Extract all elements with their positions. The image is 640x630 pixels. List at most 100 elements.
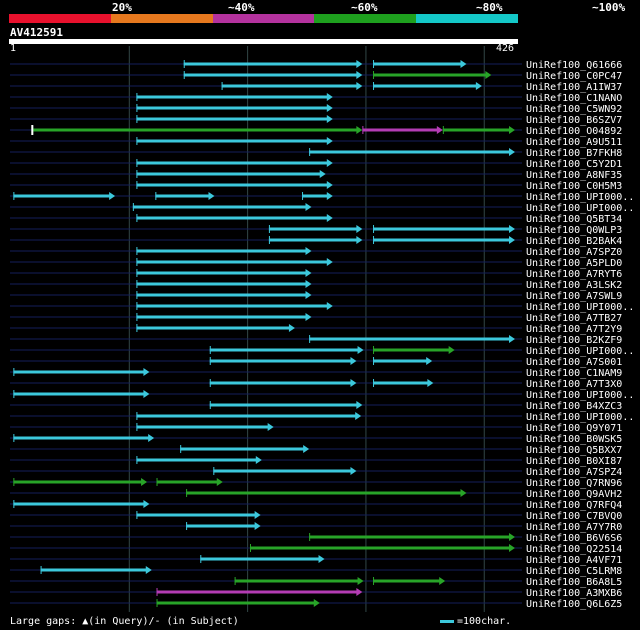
hit-id-label[interactable]: UniRef100_C0H5M3 [526,181,622,192]
hit-id-label[interactable]: UniRef100_A5PLD0 [526,258,622,269]
hit-id-label[interactable]: UniRef100_Q0WLP3 [526,225,622,236]
hit-id-label[interactable]: UniRef100_Q9Y071 [526,423,622,434]
hit-id-label[interactable]: UniRef100_A7SPZ4 [526,467,622,478]
hit-id-label[interactable]: UniRef100_UPI000.. [526,203,634,214]
hit-id-label[interactable]: UniRef100_C0PC47 [526,71,622,82]
hit-id-label[interactable]: UniRef100_Q9AVH2 [526,489,622,500]
hit-row[interactable]: UniRef100_B6SZV7 [10,115,622,126]
hit-row[interactable]: UniRef100_Q22514 [10,544,622,555]
hit-id-label[interactable]: UniRef100_B0WSK5 [526,434,622,445]
hit-row[interactable]: UniRef100_Q5BT34 [10,214,622,225]
hit-row[interactable]: UniRef100_UPI000.. [10,192,634,203]
hit-row[interactable]: UniRef100_C1NAM9 [10,368,622,379]
hit-row[interactable]: UniRef100_A4VF71 [10,555,622,566]
hit-row[interactable]: UniRef100_Q7RFQ4 [10,500,622,511]
hit-row[interactable]: UniRef100_C0H5M3 [10,181,622,192]
hit-id-label[interactable]: UniRef100_B6A8L5 [526,577,622,588]
hit-row[interactable]: UniRef100_Q61666 [10,60,622,71]
hit-row[interactable]: UniRef100_Q9AVH2 [10,489,622,500]
hit-id-label[interactable]: UniRef100_B6V6S6 [526,533,622,544]
hit-row[interactable]: UniRef100_O04892 [10,125,622,137]
hit-row[interactable]: UniRef100_B6A8L5 [10,577,622,588]
hit-row[interactable]: UniRef100_B0XI87 [10,456,622,467]
hit-id-label[interactable]: UniRef100_C5WN92 [526,104,622,115]
hit-id-label[interactable]: UniRef100_O04892 [526,126,622,137]
hit-id-label[interactable]: UniRef100_UPI000.. [526,412,634,423]
hit-row[interactable]: UniRef100_C7BVQ0 [10,511,622,522]
hit-id-label[interactable]: UniRef100_Q61666 [526,60,622,71]
hit-row[interactable]: UniRef100_Q0WLP3 [10,225,622,236]
hit-row[interactable]: UniRef100_A7Y7R0 [10,522,622,533]
hit-id-label[interactable]: UniRef100_Q5BT34 [526,214,622,225]
hit-id-label[interactable]: UniRef100_Q7RFQ4 [526,500,622,511]
hit-row[interactable]: UniRef100_UPI000.. [10,412,634,423]
hit-row[interactable]: UniRef100_A9U511 [10,137,622,148]
hit-row[interactable]: UniRef100_B2BAK4 [10,236,622,247]
hit-row[interactable]: UniRef100_A7T3X0 [10,379,622,390]
hit-id-label[interactable]: UniRef100_Q7RN96 [526,478,622,489]
hit-id-label[interactable]: UniRef100_Q22514 [526,544,622,555]
hit-row[interactable]: UniRef100_Q6L6Z5 [10,599,622,610]
hit-id-label[interactable]: UniRef100_UPI000.. [526,192,634,203]
hit-id-label[interactable]: UniRef100_A7S001 [526,357,622,368]
hit-row[interactable]: UniRef100_C0PC47 [10,71,622,82]
hit-row[interactable]: UniRef100_A1IW37 [10,82,622,93]
hit-id-label[interactable]: UniRef100_A7T2Y9 [526,324,622,335]
hit-row[interactable]: UniRef100_UPI000.. [10,203,634,214]
hit-id-label[interactable]: UniRef100_Q5BXX7 [526,445,622,456]
hit-row[interactable]: UniRef100_A7RYT6 [10,269,622,280]
hit-row[interactable]: UniRef100_B2KZF9 [10,335,622,346]
hit-id-label[interactable]: UniRef100_UPI000.. [526,302,634,313]
hit-id-label[interactable]: UniRef100_A4VF71 [526,555,622,566]
hit-row[interactable]: UniRef100_A8NF35 [10,170,622,181]
hit-row[interactable]: UniRef100_B4XZC3 [10,401,622,412]
hit-id-label[interactable]: UniRef100_C5LRM8 [526,566,622,577]
hit-row[interactable]: UniRef100_A3MXB6 [10,588,622,599]
hit-row[interactable]: UniRef100_B6V6S6 [10,533,622,544]
hit-id-label[interactable]: UniRef100_A9U511 [526,137,622,148]
hit-row[interactable]: UniRef100_Q9Y071 [10,423,622,434]
hit-id-label[interactable]: UniRef100_A7TB27 [526,313,622,324]
hit-row[interactable]: UniRef100_A7T2Y9 [10,324,622,335]
hit-id-label[interactable]: UniRef100_UPI000.. [526,346,634,357]
hit-row[interactable]: UniRef100_C5Y2D1 [10,159,622,170]
hit-row[interactable]: UniRef100_A5PLD0 [10,258,622,269]
hit-id-label[interactable]: UniRef100_A7RYT6 [526,269,622,280]
hit-id-label[interactable]: UniRef100_B4XZC3 [526,401,622,412]
hit-row[interactable]: UniRef100_A7SPZ0 [10,247,622,258]
hit-id-label[interactable]: UniRef100_B6SZV7 [526,115,622,126]
hit-id-label[interactable]: UniRef100_C7BVQ0 [526,511,622,522]
hit-id-label[interactable]: UniRef100_B2KZF9 [526,335,622,346]
hit-id-label[interactable]: UniRef100_A7T3X0 [526,379,622,390]
hit-row[interactable]: UniRef100_UPI000.. [10,302,634,313]
hit-id-label[interactable]: UniRef100_B7FKH8 [526,148,622,159]
hit-row[interactable]: UniRef100_A7SWL9 [10,291,622,302]
hit-row[interactable]: UniRef100_B0WSK5 [10,434,622,445]
hit-row[interactable]: UniRef100_C1NANO [10,93,622,104]
hit-id-label[interactable]: UniRef100_A3MXB6 [526,588,622,599]
hit-row[interactable]: UniRef100_A3LSK2 [10,280,622,291]
hit-row[interactable]: UniRef100_Q5BXX7 [10,445,622,456]
hit-id-label[interactable]: UniRef100_A7SPZ0 [526,247,622,258]
hit-row[interactable]: UniRef100_A7TB27 [10,313,622,324]
hit-row[interactable]: UniRef100_B7FKH8 [10,148,622,159]
hit-row[interactable]: UniRef100_Q7RN96 [10,478,622,489]
hit-id-label[interactable]: UniRef100_B2BAK4 [526,236,622,247]
hit-id-label[interactable]: UniRef100_A1IW37 [526,82,622,93]
hit-id-label[interactable]: UniRef100_A3LSK2 [526,280,622,291]
hit-row[interactable]: UniRef100_A7S001 [10,357,622,368]
hit-id-label[interactable]: UniRef100_Q6L6Z5 [526,599,622,610]
hit-id-label[interactable]: UniRef100_A7SWL9 [526,291,622,302]
hit-id-label[interactable]: UniRef100_C1NANO [526,93,622,104]
hit-row[interactable]: UniRef100_C5LRM8 [10,566,622,577]
hit-id-label[interactable]: UniRef100_B0XI87 [526,456,622,467]
hit-id-label[interactable]: UniRef100_C1NAM9 [526,368,622,379]
hit-id-label[interactable]: UniRef100_UPI000.. [526,390,634,401]
hit-row[interactable]: UniRef100_UPI000.. [10,390,634,401]
hit-row[interactable]: UniRef100_C5WN92 [10,104,622,115]
hit-row[interactable]: UniRef100_UPI000.. [10,346,634,357]
hit-id-label[interactable]: UniRef100_A8NF35 [526,170,622,181]
hit-id-label[interactable]: UniRef100_A7Y7R0 [526,522,622,533]
hit-id-label[interactable]: UniRef100_C5Y2D1 [526,159,622,170]
hit-row[interactable]: UniRef100_A7SPZ4 [10,467,622,478]
